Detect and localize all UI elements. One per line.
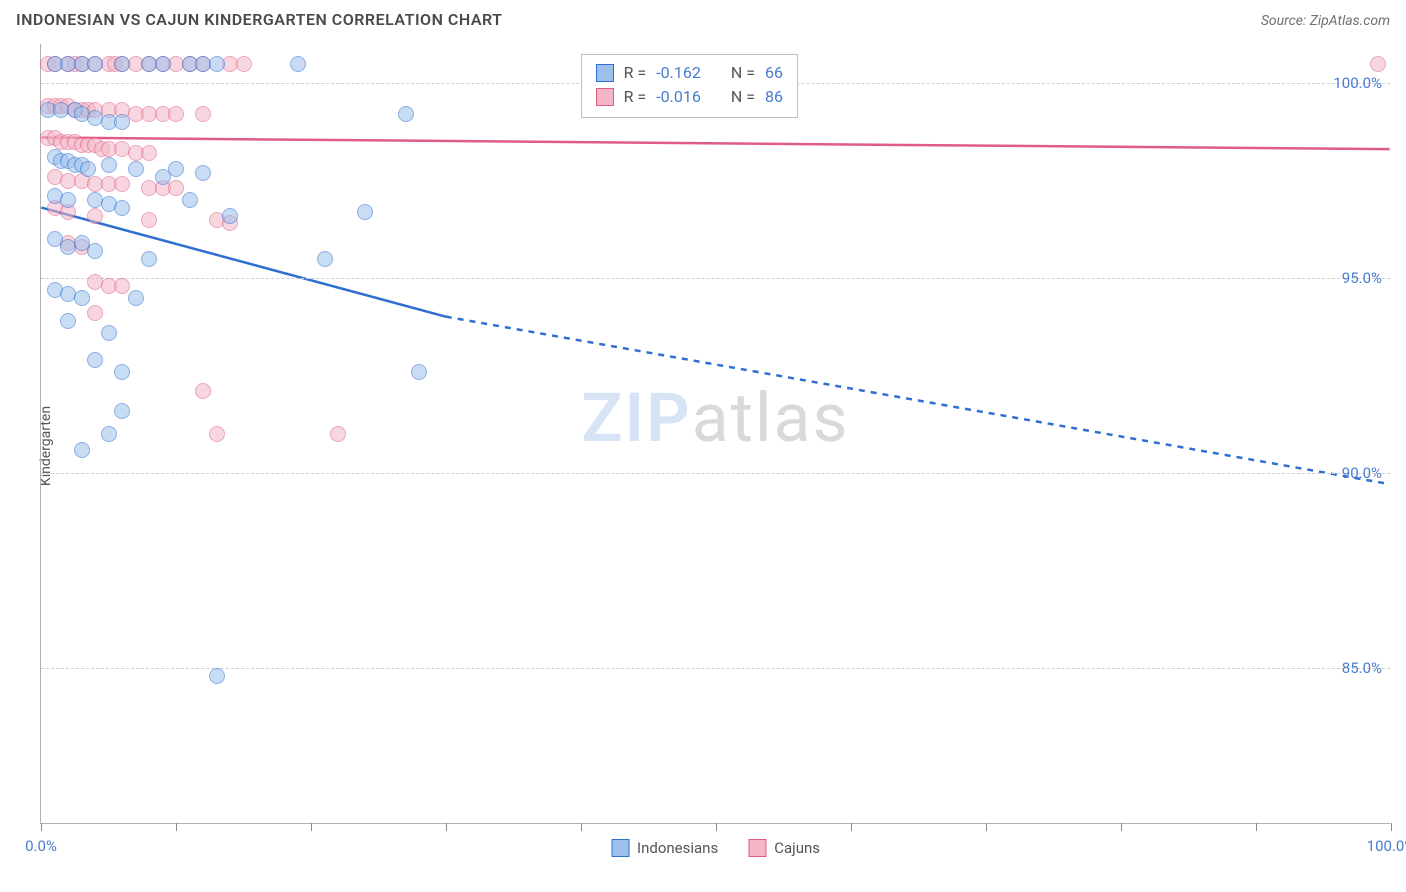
legend-swatch: [748, 839, 766, 857]
chart-source: Source: ZipAtlas.com: [1261, 13, 1390, 29]
stat-n-label: N =: [731, 61, 755, 85]
scatter-point: [168, 180, 184, 196]
scatter-point: [87, 243, 103, 259]
scatter-point: [141, 251, 157, 267]
scatter-point: [317, 251, 333, 267]
chart-header: INDONESIAN VS CAJUN KINDERGARTEN CORRELA…: [0, 0, 1406, 35]
series-swatch: [596, 88, 614, 106]
scatter-point: [101, 157, 117, 173]
scatter-point: [168, 106, 184, 122]
x-tick: [1391, 823, 1392, 831]
scatter-point: [101, 426, 117, 442]
scatter-point: [398, 106, 414, 122]
scatter-point: [114, 176, 130, 192]
gridline: [41, 278, 1390, 279]
scatter-point: [195, 106, 211, 122]
x-tick-label: 100.0%: [1367, 837, 1406, 855]
scatter-point: [182, 192, 198, 208]
scatter-point: [114, 200, 130, 216]
scatter-point: [87, 352, 103, 368]
scatter-point: [114, 114, 130, 130]
watermark: ZIPatlas: [581, 378, 849, 458]
scatter-point: [80, 161, 96, 177]
scatter-point: [87, 208, 103, 224]
scatter-point: [209, 426, 225, 442]
stats-box: R = -0.162 N = 66 R = -0.016 N = 86: [581, 54, 798, 118]
regression-line-solid: [41, 208, 445, 317]
stat-n-value: 86: [765, 85, 783, 109]
scatter-point: [74, 290, 90, 306]
scatter-point: [114, 364, 130, 380]
scatter-point: [236, 56, 252, 72]
scatter-point: [60, 192, 76, 208]
regression-lines: [41, 44, 1390, 823]
x-tick: [446, 823, 447, 831]
x-tick: [1121, 823, 1122, 831]
stat-r-value: -0.162: [656, 61, 701, 85]
scatter-point: [87, 305, 103, 321]
y-tick-label: 90.0%: [1342, 464, 1382, 482]
stat-n-label: N =: [731, 85, 755, 109]
stat-r-value: -0.016: [656, 85, 701, 109]
x-tick: [851, 823, 852, 831]
y-tick-label: 100.0%: [1333, 74, 1382, 92]
legend-item: Cajuns: [748, 839, 820, 857]
scatter-point: [195, 383, 211, 399]
x-tick: [986, 823, 987, 831]
gridline: [41, 473, 1390, 474]
x-tick: [581, 823, 582, 831]
x-tick: [176, 823, 177, 831]
scatter-point: [222, 208, 238, 224]
scatter-point: [357, 204, 373, 220]
stat-r-label: R =: [624, 85, 647, 109]
legend-item: Indonesians: [611, 839, 718, 857]
scatter-point: [290, 56, 306, 72]
scatter-point: [209, 668, 225, 684]
scatter-point: [114, 56, 130, 72]
scatter-point: [128, 161, 144, 177]
scatter-point: [114, 278, 130, 294]
stat-n-value: 66: [765, 61, 783, 85]
y-tick-label: 85.0%: [1342, 659, 1382, 677]
y-tick-label: 95.0%: [1342, 269, 1382, 287]
stat-r-label: R =: [624, 61, 647, 85]
scatter-point: [141, 145, 157, 161]
watermark-part2: atlas: [692, 378, 850, 458]
watermark-part1: ZIP: [581, 378, 691, 458]
scatter-point: [114, 403, 130, 419]
x-tick: [41, 823, 42, 831]
series-swatch: [596, 64, 614, 82]
scatter-point: [101, 325, 117, 341]
scatter-point: [209, 56, 225, 72]
scatter-point: [411, 364, 427, 380]
x-tick: [311, 823, 312, 831]
scatter-point: [87, 56, 103, 72]
stats-row: R = -0.162 N = 66: [596, 61, 783, 85]
scatter-point: [1370, 56, 1386, 72]
plot-area: ZIPatlas 85.0%90.0%95.0%100.0%0.0%100.0%…: [40, 44, 1390, 824]
scatter-point: [128, 290, 144, 306]
legend-label: Indonesians: [637, 839, 718, 857]
scatter-point: [155, 56, 171, 72]
scatter-point: [74, 442, 90, 458]
scatter-point: [141, 212, 157, 228]
legend-label: Cajuns: [774, 839, 820, 857]
x-tick-label: 0.0%: [25, 837, 57, 855]
stats-row: R = -0.016 N = 86: [596, 85, 783, 109]
scatter-point: [330, 426, 346, 442]
regression-line-dashed: [446, 317, 1390, 484]
scatter-point: [60, 313, 76, 329]
scatter-point: [168, 161, 184, 177]
regression-line-solid: [41, 137, 1389, 149]
gridline: [41, 668, 1390, 669]
legend-swatch: [611, 839, 629, 857]
x-tick: [716, 823, 717, 831]
scatter-point: [195, 165, 211, 181]
x-tick: [1256, 823, 1257, 831]
legend: Indonesians Cajuns: [611, 839, 820, 857]
chart-title: INDONESIAN VS CAJUN KINDERGARTEN CORRELA…: [16, 10, 503, 29]
